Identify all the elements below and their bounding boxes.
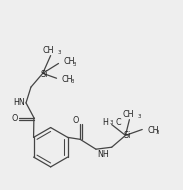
Text: 3: 3 [156,130,160,135]
Text: O: O [72,116,79,125]
Text: H: H [102,118,108,127]
Text: O: O [11,114,17,123]
Text: HN: HN [13,98,25,107]
Text: Si: Si [124,131,131,140]
Text: 3: 3 [70,79,74,84]
Text: 3: 3 [137,114,141,119]
Text: NH: NH [97,150,109,159]
Text: CH: CH [147,126,159,135]
Text: CH: CH [61,75,73,84]
Text: CH: CH [43,46,54,55]
Text: CH: CH [123,110,134,119]
Text: 3: 3 [72,62,76,67]
Text: 3: 3 [110,120,113,125]
Text: 3: 3 [57,50,61,55]
Text: CH: CH [64,57,75,66]
Text: C: C [116,118,121,127]
Text: Si: Si [40,70,47,79]
